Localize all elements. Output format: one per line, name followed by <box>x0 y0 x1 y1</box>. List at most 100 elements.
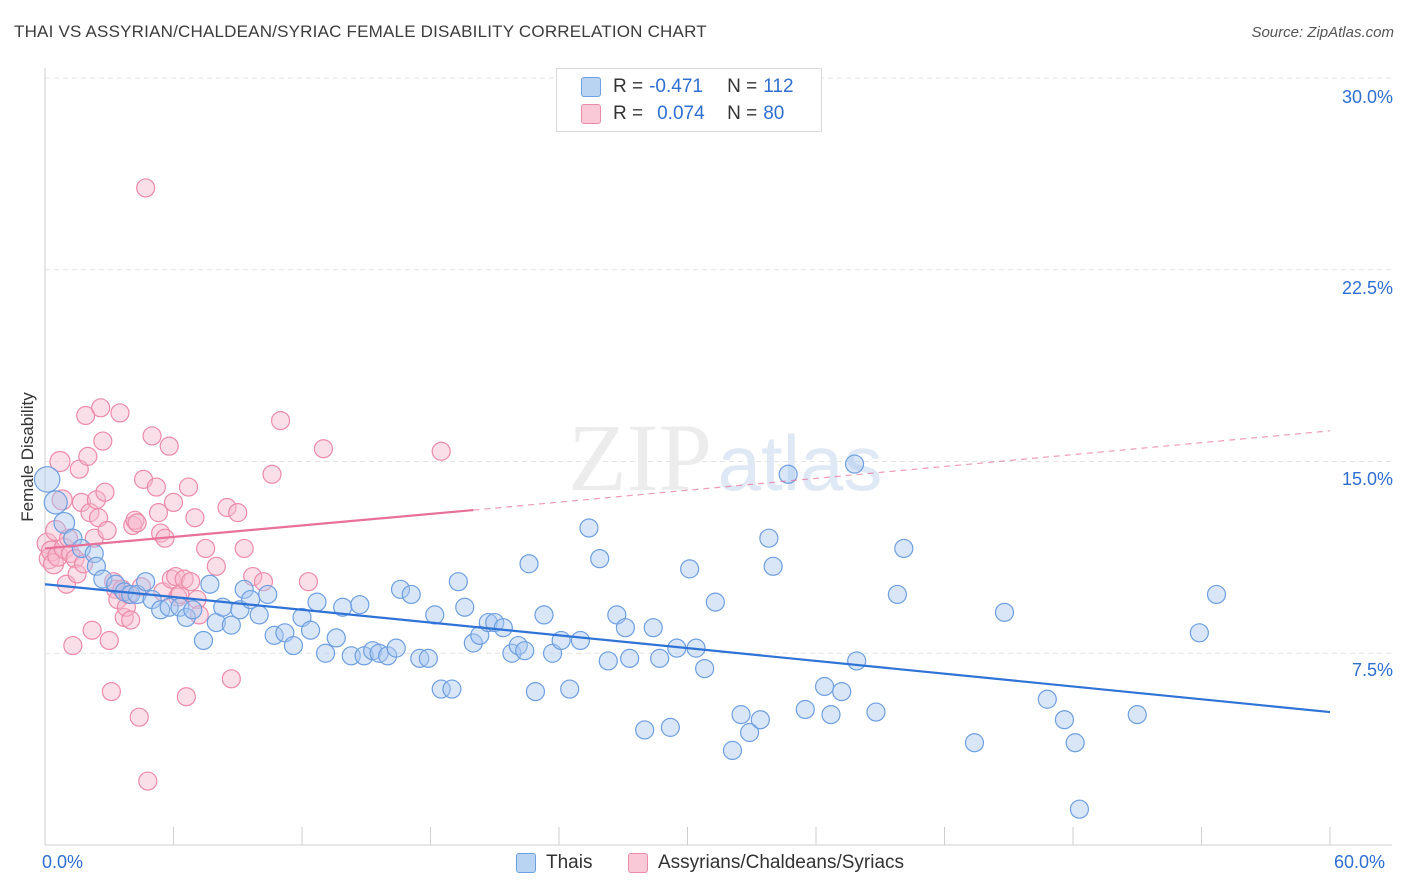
assyrians-point-46 <box>136 178 156 198</box>
assyrians-legend-swatch <box>628 853 648 873</box>
assyrians-point-30 <box>101 681 121 702</box>
thais-point-97 <box>866 702 886 722</box>
assyrians-r-label: R = <box>613 103 644 124</box>
thais-point-83 <box>705 592 725 612</box>
assyrians-point-68 <box>206 556 226 576</box>
x-tick-max: 60.0% <box>1334 852 1386 872</box>
assyrians-point-29 <box>99 630 119 651</box>
thais-point-17 <box>176 607 196 628</box>
thais-point-64 <box>534 605 554 625</box>
thais-point-96 <box>847 651 867 671</box>
assyrians-point-61 <box>176 687 196 707</box>
thais-point-106 <box>1127 705 1147 725</box>
thais-point-70 <box>590 549 610 569</box>
thais-point-36 <box>326 628 346 648</box>
assyrians-point-25 <box>91 398 111 418</box>
thais-point-60 <box>508 635 528 656</box>
thais-point-85 <box>731 705 751 725</box>
legend-item-thais[interactable]: Thais <box>516 852 592 874</box>
thais-point-80 <box>680 559 700 579</box>
thais-n-label: N = <box>727 76 758 97</box>
watermark-atlas: atlas <box>718 419 883 507</box>
assyrians-point-4 <box>45 519 67 542</box>
thais-points <box>33 454 1227 819</box>
thais-point-76 <box>643 618 663 638</box>
assyrians-point-28 <box>97 520 117 541</box>
thais-point-102 <box>1037 689 1057 709</box>
thais-point-58 <box>493 618 513 638</box>
bottom-legend: Thais Assyrians/Chaldeans/Syriacs <box>0 852 1406 876</box>
assyrians-point-27 <box>95 482 115 502</box>
thais-point-105 <box>1069 799 1090 819</box>
assyrians-point-43 <box>129 707 149 727</box>
thais-point-101 <box>994 602 1015 622</box>
thais-point-19 <box>193 630 214 651</box>
thais-trend-line <box>44 583 1331 714</box>
thais-point-25 <box>234 579 254 599</box>
legend-row-thais: R = -0.471 N = 112 <box>581 75 794 99</box>
assyrians-point-63 <box>181 572 201 592</box>
legend-item-assyrians[interactable]: Assyrians/Chaldeans/Syriacs <box>628 852 904 874</box>
assyrians-point-18 <box>76 405 96 426</box>
assyrians-point-76 <box>270 410 291 431</box>
x-tick-min: 0.0% <box>42 852 84 872</box>
chart-title: THAI VS ASSYRIAN/CHALDEAN/SYRIAC FEMALE … <box>14 22 707 41</box>
thais-point-94 <box>832 681 852 702</box>
thais-n-value: 112 <box>763 76 794 97</box>
thais-point-35 <box>315 643 336 663</box>
thais-point-49 <box>425 605 445 625</box>
assyrians-point-72 <box>234 538 254 559</box>
thais-point-95 <box>844 454 865 474</box>
thais-point-61 <box>515 641 535 661</box>
assyrians-legend-label: Assyrians/Chaldeans/Syriacs <box>658 852 905 873</box>
assyrians-point-6 <box>49 450 71 473</box>
thais-point-77 <box>650 648 670 668</box>
assyrians-swatch <box>581 104 601 124</box>
assyrians-r-value: 0.074 <box>657 103 705 124</box>
thais-point-104 <box>1065 733 1085 753</box>
watermark-zip: ZIP <box>568 404 712 511</box>
assyrians-point-71 <box>228 503 248 523</box>
thais-legend-swatch <box>516 853 536 873</box>
gridlines <box>45 77 1392 654</box>
thais-point-27 <box>249 605 269 625</box>
thais-point-108 <box>1206 584 1227 605</box>
thais-point-75 <box>635 720 655 740</box>
thais-point-34 <box>307 592 327 612</box>
assyrians-trend-line <box>44 508 474 550</box>
thais-point-45 <box>390 579 411 599</box>
thais-r-label: R = <box>613 76 644 97</box>
thais-point-100 <box>964 733 985 753</box>
thais-point-68 <box>570 630 591 651</box>
assyrians-points <box>36 178 451 791</box>
y-tick-30: 30.0% <box>1341 87 1393 107</box>
thais-point-82 <box>695 658 715 679</box>
thais-point-71 <box>598 651 618 671</box>
assyrians-point-54 <box>159 436 179 456</box>
assyrians-point-34 <box>110 403 130 423</box>
thais-point-88 <box>759 528 779 548</box>
thais-point-107 <box>1189 623 1209 643</box>
thais-point-15 <box>159 597 179 617</box>
thais-point-54 <box>463 633 483 653</box>
assyrians-point-77 <box>298 572 319 592</box>
thais-point-0 <box>33 466 61 493</box>
thais-point-31 <box>283 635 304 656</box>
thais-point-2 <box>53 511 76 534</box>
assyrians-point-79 <box>431 441 451 461</box>
thais-point-18 <box>183 600 203 620</box>
thais-point-1 <box>43 490 68 515</box>
assyrians-point-26 <box>93 431 113 451</box>
thais-point-90 <box>778 464 798 484</box>
thais-point-12 <box>136 572 156 592</box>
assyrians-n-label: N = <box>727 103 758 124</box>
assyrians-point-49 <box>146 477 166 497</box>
thais-point-103 <box>1054 710 1075 730</box>
y-tick-22-5: 22.5% <box>1341 278 1393 298</box>
thais-point-89 <box>763 556 783 576</box>
thais-point-67 <box>560 679 580 699</box>
thais-point-98 <box>887 584 907 605</box>
thais-point-99 <box>894 538 914 559</box>
thais-point-48 <box>418 648 438 668</box>
